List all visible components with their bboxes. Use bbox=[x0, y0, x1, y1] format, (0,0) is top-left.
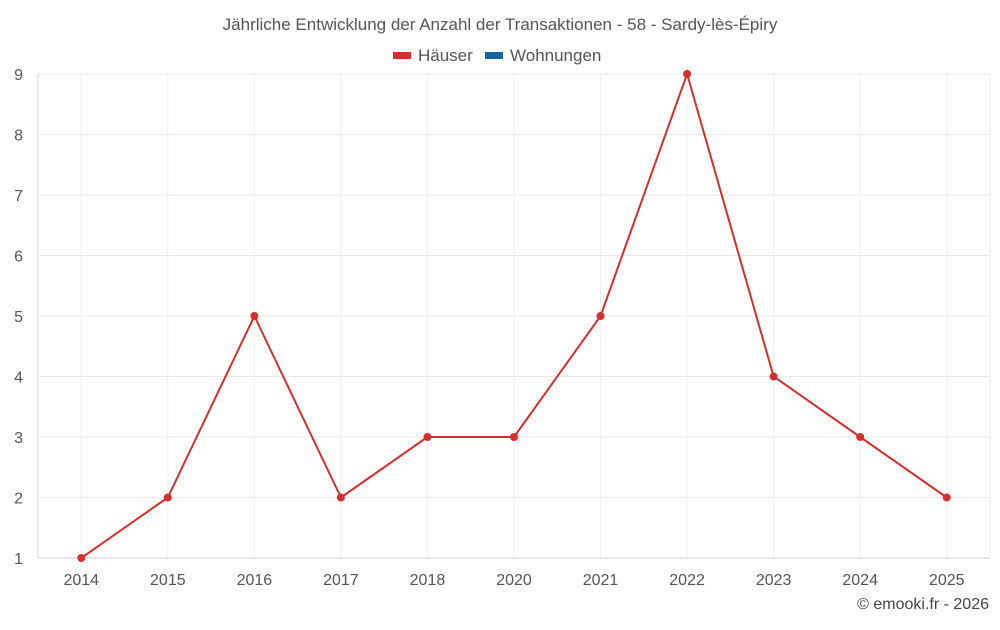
data-point[interactable] bbox=[77, 554, 86, 562]
legend-swatch-haeuser[interactable] bbox=[393, 52, 411, 59]
x-tick-label: 2014 bbox=[63, 572, 99, 589]
data-point[interactable] bbox=[423, 433, 432, 441]
chart-title: Jährliche Entwicklung der Anzahl der Tra… bbox=[223, 15, 778, 34]
x-tick-label: 2023 bbox=[756, 572, 792, 589]
x-tick-label: 2016 bbox=[237, 572, 273, 589]
x-tick-label: 2022 bbox=[669, 572, 705, 589]
data-point[interactable] bbox=[596, 312, 605, 320]
y-tick-label: 5 bbox=[14, 309, 23, 326]
data-point[interactable] bbox=[163, 493, 172, 502]
legend-label-wohnungen[interactable]: Wohnungen bbox=[510, 46, 601, 65]
series bbox=[77, 70, 951, 562]
credit-text: © emooki.fr - 2026 bbox=[857, 596, 989, 613]
x-tick-label: 2017 bbox=[323, 572, 359, 589]
x-tick-label: 2021 bbox=[583, 572, 619, 589]
axes: 1 2 3 4 5 6 7 8 9 2014 2015 2016 2017 2018 2020 2021 202… bbox=[14, 67, 991, 589]
x-tick-label: 2024 bbox=[842, 572, 878, 589]
y-tick-label: 9 bbox=[14, 67, 23, 84]
data-point[interactable] bbox=[942, 493, 951, 502]
data-point[interactable] bbox=[510, 433, 518, 441]
y-tick-label: 8 bbox=[14, 128, 23, 145]
y-tick-label: 2 bbox=[14, 491, 23, 508]
data-point[interactable] bbox=[856, 433, 865, 441]
y-tick-label: 7 bbox=[14, 188, 23, 205]
data-point[interactable] bbox=[336, 493, 345, 502]
legend: Häuser Wohnungen bbox=[393, 46, 601, 65]
data-point[interactable] bbox=[250, 312, 259, 320]
x-tick-label: 2020 bbox=[496, 572, 532, 589]
y-tick-label: 3 bbox=[14, 430, 23, 447]
x-tick-label: 2015 bbox=[150, 572, 186, 589]
y-tick-label: 1 bbox=[14, 551, 23, 568]
grid bbox=[38, 73, 990, 558]
x-tick-label: 2018 bbox=[410, 572, 446, 589]
data-point[interactable] bbox=[769, 372, 778, 381]
x-tick-label: 2025 bbox=[929, 572, 965, 589]
legend-swatch-wohnungen[interactable] bbox=[485, 52, 503, 59]
y-tick-label: 6 bbox=[14, 249, 23, 266]
y-tick-label: 4 bbox=[14, 370, 23, 387]
data-point[interactable] bbox=[683, 70, 692, 78]
legend-label-haeuser[interactable]: Häuser bbox=[418, 46, 473, 65]
